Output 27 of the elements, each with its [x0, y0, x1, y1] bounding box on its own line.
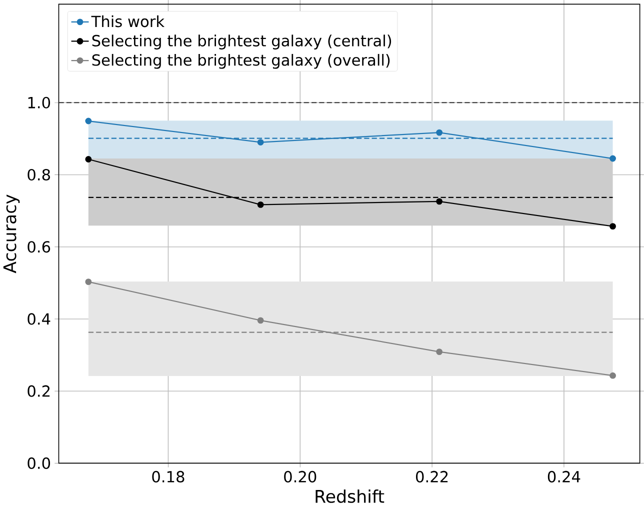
- legend-label: Selecting the brightest galaxy (central): [92, 34, 392, 50]
- point: [610, 222, 616, 230]
- point: [257, 317, 264, 324]
- y-tick-label: 0.0: [28, 457, 50, 469]
- point: [85, 278, 92, 285]
- point: [85, 156, 92, 162]
- x-axis-title: Redshift: [316, 489, 384, 503]
- x-tick-label: 0.22: [416, 470, 448, 482]
- point: [436, 129, 443, 136]
- point: [257, 138, 264, 146]
- legend-label: Selecting the brightest galaxy (overall): [92, 54, 390, 69]
- y-tick-label: 0.4: [28, 313, 50, 325]
- y-tick-label: 0.2: [28, 385, 50, 397]
- point: [610, 155, 616, 162]
- x-tick-label: 0.18: [152, 470, 184, 482]
- point: [610, 372, 616, 379]
- legend-label: This work: [91, 15, 165, 28]
- point: [436, 198, 443, 204]
- x-tick-label: 0.24: [548, 470, 580, 482]
- x-tick-label: 0.20: [284, 470, 316, 482]
- point: [257, 201, 264, 208]
- point: [436, 348, 443, 355]
- y-tick-label: 0.8: [28, 168, 50, 180]
- y-axis-title: Accuracy: [3, 194, 20, 274]
- y-tick-label: 0.6: [28, 240, 50, 252]
- y-tick-label: 1.0: [28, 96, 50, 108]
- point: [85, 118, 92, 124]
